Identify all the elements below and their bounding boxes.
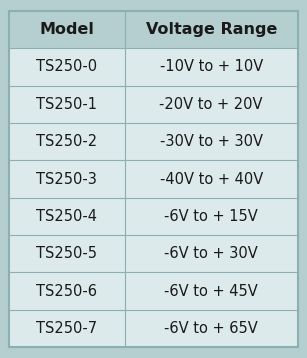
Text: TS250-3: TS250-3 <box>37 171 97 187</box>
Bar <box>125 123 298 160</box>
Bar <box>9 123 125 160</box>
Text: -30V to + 30V: -30V to + 30V <box>160 134 263 149</box>
Bar <box>9 86 125 123</box>
Bar <box>9 160 125 198</box>
Bar <box>125 86 298 123</box>
Bar <box>125 198 298 235</box>
Text: TS250-1: TS250-1 <box>37 97 97 112</box>
Bar <box>125 235 298 272</box>
Text: TS250-4: TS250-4 <box>37 209 97 224</box>
Bar <box>125 310 298 347</box>
Text: -20V to + 20V: -20V to + 20V <box>159 97 263 112</box>
Text: TS250-6: TS250-6 <box>37 284 97 299</box>
Bar <box>9 198 125 235</box>
Text: Voltage Range: Voltage Range <box>146 22 277 37</box>
Text: TS250-2: TS250-2 <box>36 134 98 149</box>
Text: TS250-5: TS250-5 <box>37 246 97 261</box>
Text: -10V to + 10V: -10V to + 10V <box>160 59 263 74</box>
Bar <box>9 11 125 48</box>
Bar <box>125 272 298 310</box>
Text: -6V to + 45V: -6V to + 45V <box>164 284 258 299</box>
Text: TS250-0: TS250-0 <box>36 59 98 74</box>
Text: Model: Model <box>40 22 94 37</box>
Bar <box>9 272 125 310</box>
Text: -6V to + 65V: -6V to + 65V <box>164 321 258 336</box>
Bar <box>9 310 125 347</box>
Text: -6V to + 15V: -6V to + 15V <box>164 209 258 224</box>
Text: -6V to + 30V: -6V to + 30V <box>164 246 258 261</box>
Bar <box>9 48 125 86</box>
Bar <box>125 160 298 198</box>
Bar <box>9 235 125 272</box>
Bar <box>125 48 298 86</box>
Text: -40V to + 40V: -40V to + 40V <box>160 171 263 187</box>
Text: TS250-7: TS250-7 <box>36 321 98 336</box>
Bar <box>125 11 298 48</box>
